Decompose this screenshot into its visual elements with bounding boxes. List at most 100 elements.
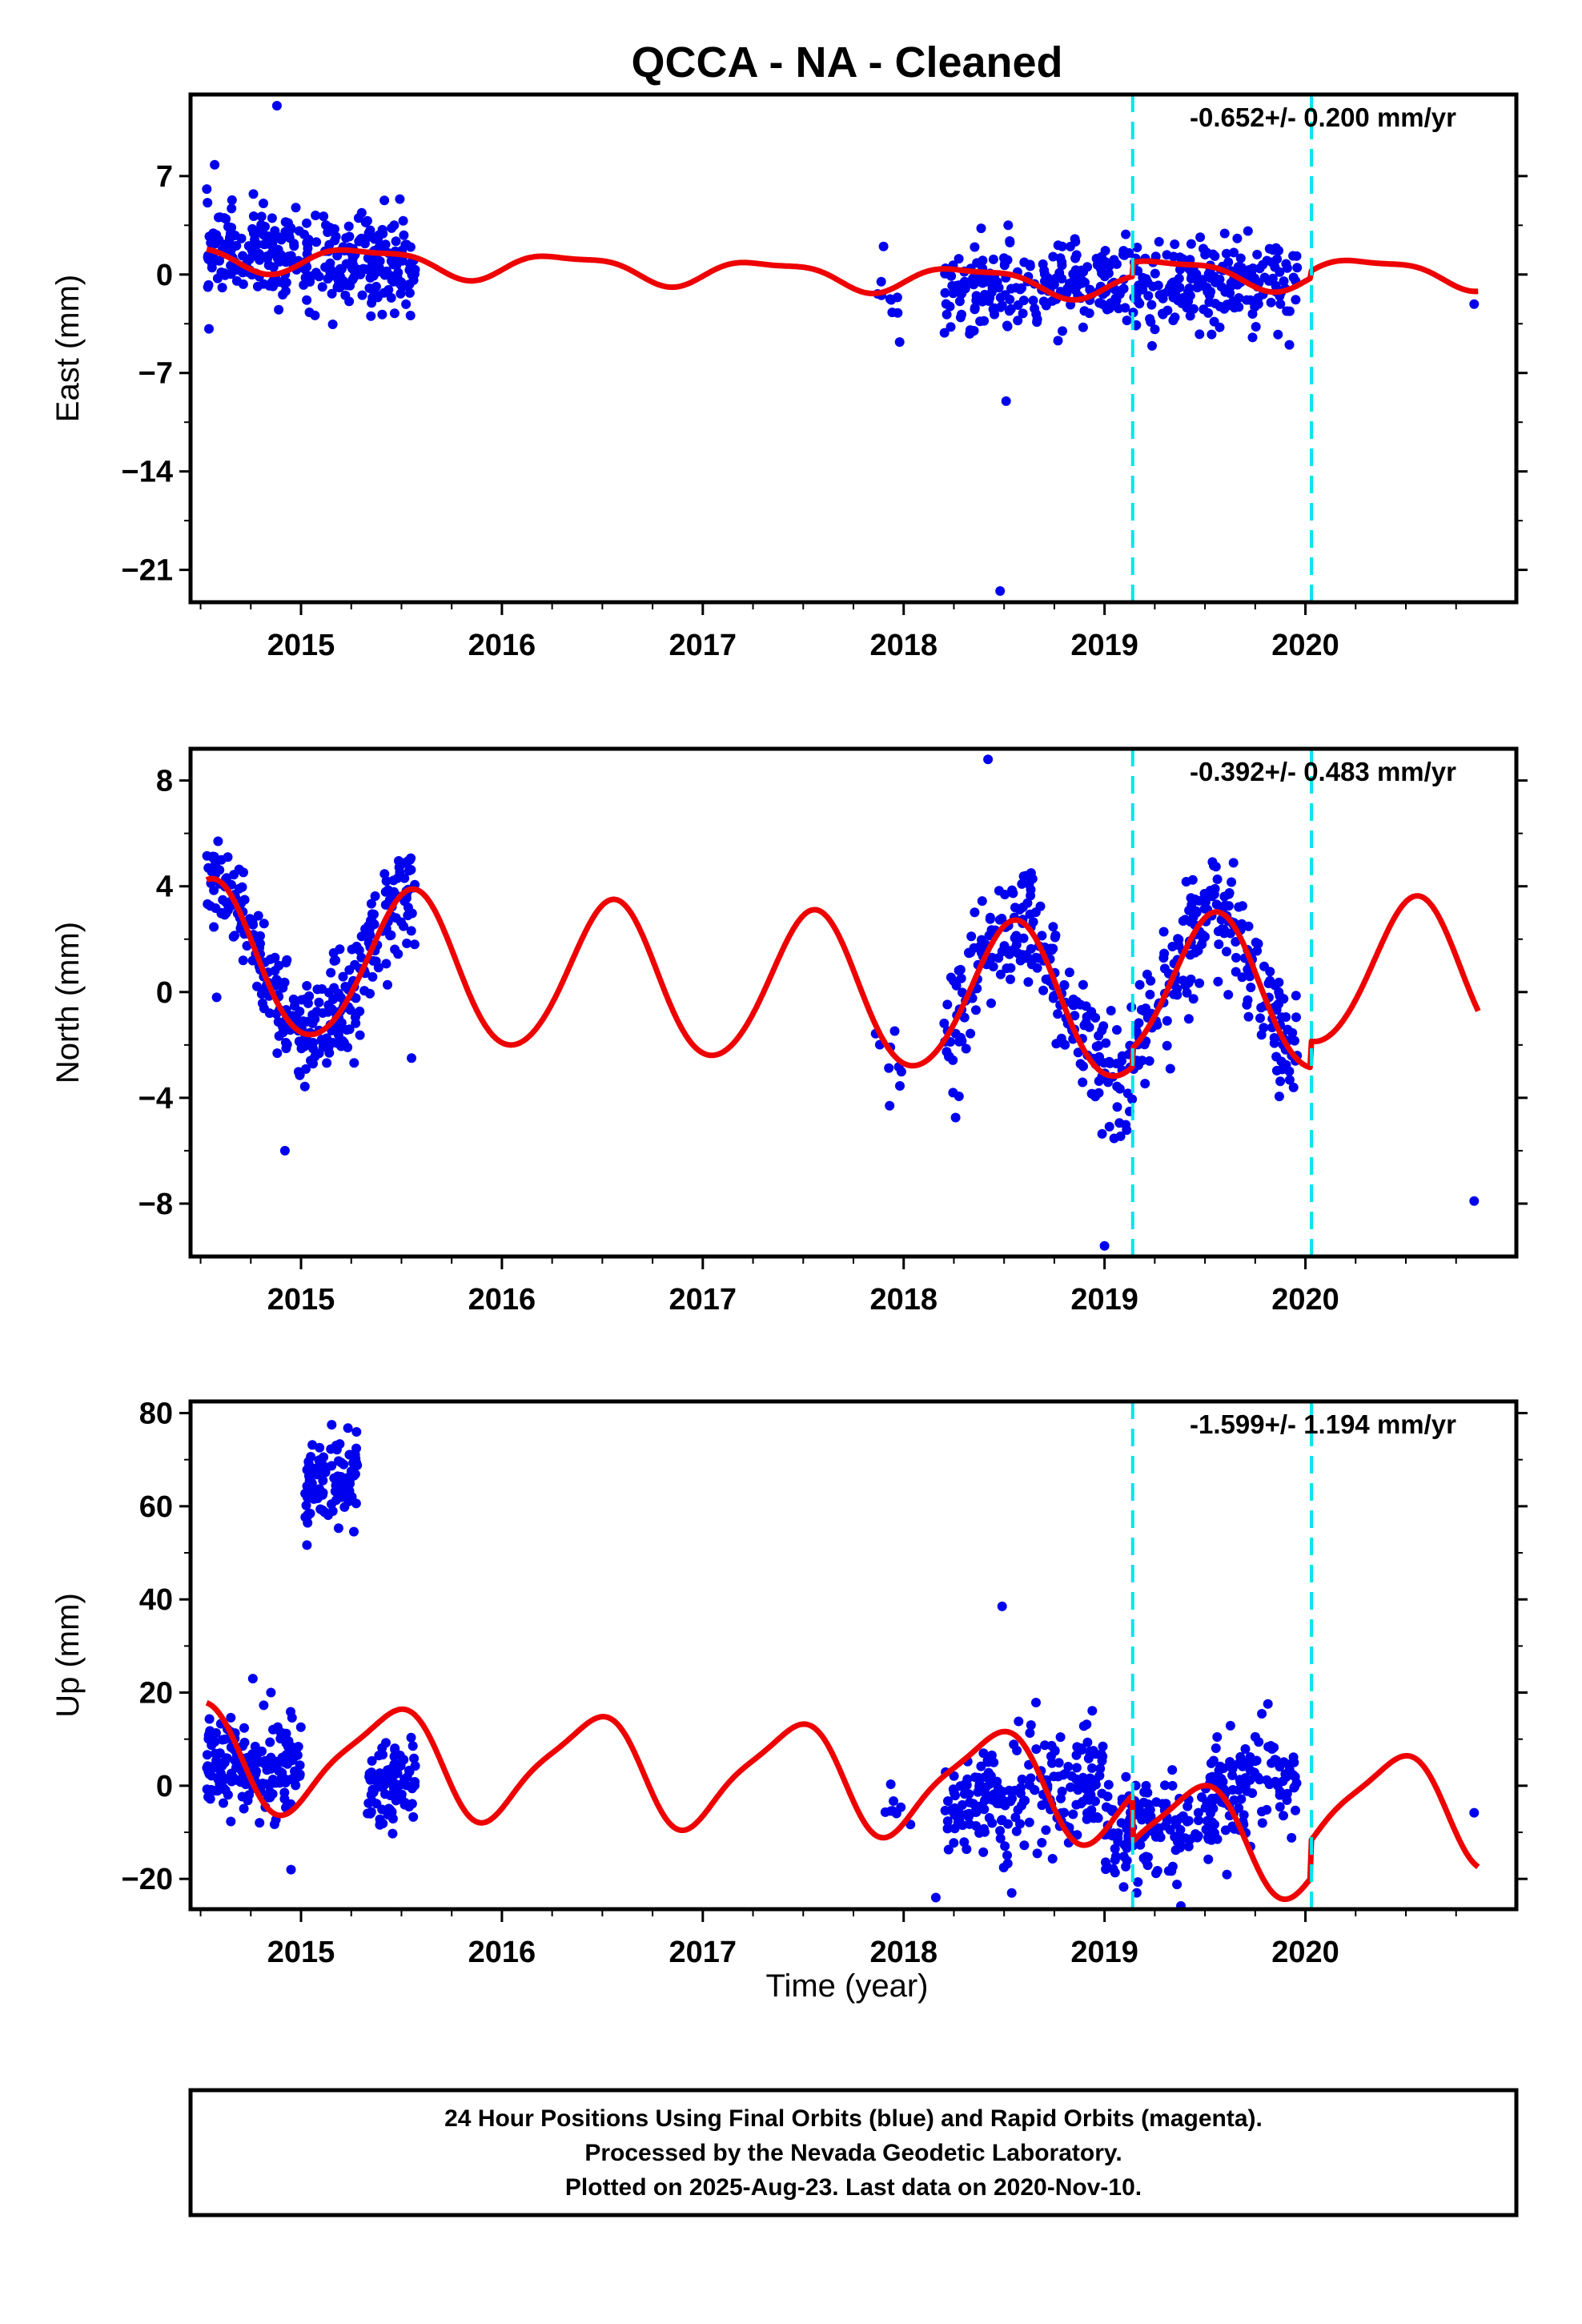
east-data-point — [320, 262, 331, 272]
east-x-tick-label: 2020 — [1271, 629, 1339, 662]
up-data-point — [1170, 1831, 1180, 1842]
up-data-point — [1222, 1869, 1232, 1880]
east-data-point — [1259, 272, 1270, 283]
north-outlier-point — [1469, 1196, 1480, 1206]
up-data-point — [1066, 1771, 1077, 1781]
east-data-point — [1292, 263, 1303, 273]
north-data-point — [252, 981, 262, 991]
north-data-point — [1259, 1023, 1269, 1033]
up-data-point — [1102, 1791, 1113, 1802]
up-data-point — [1057, 1787, 1067, 1796]
north-data-point — [356, 952, 367, 963]
up-data-point — [239, 1737, 250, 1747]
east-data-point — [1013, 316, 1023, 326]
north-data-point — [299, 1041, 310, 1051]
east-data-point — [254, 248, 264, 259]
up-data-point — [329, 1473, 339, 1483]
up-data-point — [204, 1714, 215, 1724]
north-data-point — [1252, 946, 1263, 956]
north-data-point — [1271, 1051, 1282, 1062]
up-data-point — [265, 1737, 275, 1747]
up-data-point — [1122, 1856, 1132, 1866]
up-data-point — [979, 1823, 989, 1834]
north-data-point — [1178, 975, 1188, 986]
up-data-point — [1162, 1815, 1172, 1826]
east-data-point — [1158, 293, 1168, 304]
up-data-point — [303, 1510, 313, 1520]
north-data-point — [1186, 974, 1196, 984]
up-data-point — [295, 1769, 305, 1779]
north-data-point — [402, 939, 412, 948]
up-data-point — [949, 1771, 959, 1781]
east-data-point — [1232, 233, 1243, 243]
north-data-point — [1255, 1013, 1265, 1023]
east-data-point — [1078, 322, 1088, 332]
east-data-point — [1053, 336, 1063, 346]
up-data-point — [351, 1443, 361, 1454]
east-data-point — [939, 328, 950, 338]
up-data-point — [1121, 1771, 1131, 1782]
up-data-point — [1085, 1747, 1095, 1756]
north-data-point — [295, 1069, 305, 1080]
up-data-point — [331, 1495, 341, 1506]
east-data-point — [283, 231, 294, 241]
up-data-point — [978, 1748, 989, 1759]
north-data-point — [338, 971, 348, 982]
up-data-point — [1020, 1795, 1030, 1806]
up-data-point — [1225, 1720, 1235, 1731]
up-data-point — [1068, 1809, 1078, 1819]
east-data-point — [942, 309, 952, 320]
north-data-point — [335, 992, 346, 1003]
north-data-point — [1073, 1047, 1083, 1058]
east-data-point — [1215, 274, 1225, 284]
north-data-point — [1059, 979, 1070, 990]
east-data-point — [1288, 272, 1299, 283]
north-data-point — [331, 955, 341, 966]
up-data-point — [206, 1731, 216, 1742]
north-data-point — [1111, 1059, 1122, 1069]
east-data-point — [1146, 300, 1157, 310]
north-data-point — [958, 987, 967, 998]
north-data-point — [239, 867, 248, 878]
up-data-point — [1071, 1763, 1082, 1773]
up-data-point — [1205, 1772, 1215, 1783]
east-data-point — [1223, 300, 1233, 311]
up-data-point — [1257, 1818, 1267, 1828]
east-data-point — [1221, 248, 1231, 259]
up-data-point — [1037, 1838, 1047, 1848]
north-data-point — [1112, 1102, 1122, 1112]
east-data-point — [1119, 250, 1130, 260]
north-data-point — [1165, 1063, 1175, 1074]
up-y-tick-label: 60 — [139, 1490, 173, 1524]
north-data-point — [1227, 877, 1237, 887]
up-data-point — [978, 1847, 989, 1857]
east-data-point — [401, 299, 412, 309]
east-data-point — [280, 217, 291, 227]
east-data-point — [1198, 275, 1208, 285]
north-data-point — [1006, 974, 1015, 984]
north-data-point — [383, 979, 392, 990]
east-data-point — [1080, 277, 1090, 287]
up-data-layer — [202, 1401, 1480, 1909]
up-data-point — [1110, 1852, 1121, 1862]
north-data-point — [259, 919, 269, 929]
up-data-point — [339, 1485, 350, 1495]
east-model-curve — [205, 246, 1480, 303]
east-data-point — [1284, 306, 1295, 316]
north-data-point — [347, 944, 357, 955]
east-data-point — [946, 322, 956, 332]
east-data-point — [227, 195, 237, 205]
up-data-point — [1030, 1785, 1040, 1795]
east-data-point — [311, 267, 321, 278]
north-x-tick-label: 2016 — [468, 1283, 536, 1317]
up-data-point — [408, 1811, 419, 1822]
north-data-point — [939, 1018, 950, 1028]
north-data-point — [1224, 888, 1235, 898]
north-data-point — [1210, 883, 1220, 894]
east-data-point — [969, 326, 979, 336]
north-data-point — [1094, 1031, 1104, 1041]
north-data-point — [1234, 902, 1244, 912]
east-data-point — [1097, 268, 1107, 279]
north-data-point — [1274, 999, 1284, 1009]
